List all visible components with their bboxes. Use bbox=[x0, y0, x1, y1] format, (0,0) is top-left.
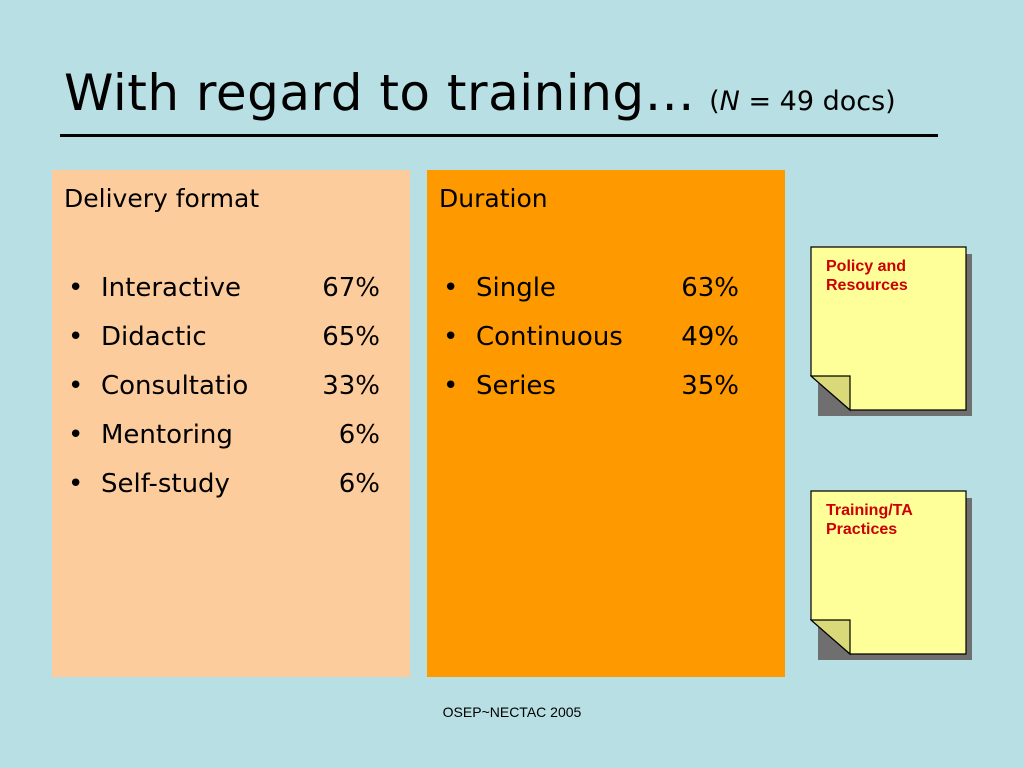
bullet-icon: • bbox=[68, 273, 84, 303]
item-value: 65% bbox=[322, 322, 380, 352]
list-item: • Mentoring 6% bbox=[64, 411, 398, 460]
bullet-icon: • bbox=[443, 371, 459, 401]
list-item: • Interactive 67% bbox=[64, 264, 398, 313]
list-item: • Didactic 65% bbox=[64, 313, 398, 362]
item-label: Didactic bbox=[101, 322, 207, 352]
item-value: 63% bbox=[681, 273, 739, 303]
list-item: • Continuous 49% bbox=[439, 313, 773, 362]
note-label: Policy and Resources bbox=[826, 258, 908, 294]
sticky-note-paper-icon bbox=[810, 246, 967, 412]
item-label: Consultatio bbox=[101, 371, 249, 401]
item-label: Mentoring bbox=[101, 420, 233, 450]
bullet-icon: • bbox=[68, 371, 84, 401]
list-item: • Self-study 6% bbox=[64, 460, 398, 509]
item-value: 35% bbox=[681, 371, 739, 401]
delivery-format-list: • Interactive 67% • Didactic 65% • Consultati… bbox=[64, 264, 398, 509]
bullet-icon: • bbox=[443, 273, 459, 303]
list-item: • Series 35% bbox=[439, 362, 773, 411]
duration-box: Duration • Single 63% • Continuous 49% • Seri… bbox=[427, 170, 785, 677]
sticky-note-training: Training/TA Practices bbox=[810, 490, 978, 662]
bullet-icon: • bbox=[68, 469, 84, 499]
sticky-note-policy: Policy and Resources bbox=[810, 246, 978, 418]
footer: OSEP~NECTAC 2005 bbox=[442, 704, 582, 720]
subtitle-n: N bbox=[719, 86, 740, 117]
item-label: Interactive bbox=[101, 273, 242, 303]
sticky-note-paper-icon bbox=[810, 490, 967, 656]
subtitle-open-paren: ( bbox=[709, 86, 720, 117]
delivery-format-heading: Delivery format bbox=[64, 184, 260, 213]
bullet-icon: • bbox=[68, 420, 84, 450]
item-value: 33% bbox=[322, 371, 380, 401]
item-label: Single bbox=[476, 273, 556, 303]
duration-list: • Single 63% • Continuous 49% • Series 35% bbox=[439, 264, 773, 411]
bullet-icon: • bbox=[443, 322, 459, 352]
item-label: Self-study bbox=[101, 469, 230, 499]
subtitle-count: = 49 docs) bbox=[739, 86, 896, 117]
item-value: 49% bbox=[681, 322, 739, 352]
delivery-format-box: Delivery format • Interactive 67% • Didacti… bbox=[52, 170, 410, 677]
slide-title: With regard to training… (N = 49 docs) bbox=[64, 64, 896, 122]
duration-heading: Duration bbox=[439, 184, 548, 213]
item-value: 6% bbox=[338, 420, 380, 450]
item-value: 6% bbox=[338, 469, 380, 499]
list-item: • Single 63% bbox=[439, 264, 773, 313]
item-label: Continuous bbox=[476, 322, 623, 352]
list-item: • Consultatio 33% bbox=[64, 362, 398, 411]
item-label: Series bbox=[476, 371, 556, 401]
note-label: Training/TA Practices bbox=[826, 502, 913, 538]
item-value: 67% bbox=[322, 273, 380, 303]
title-main: With regard to training… bbox=[64, 64, 696, 122]
title-subtitle: (N = 49 docs) bbox=[709, 86, 896, 117]
title-underline bbox=[60, 134, 938, 137]
bullet-icon: • bbox=[68, 322, 84, 352]
